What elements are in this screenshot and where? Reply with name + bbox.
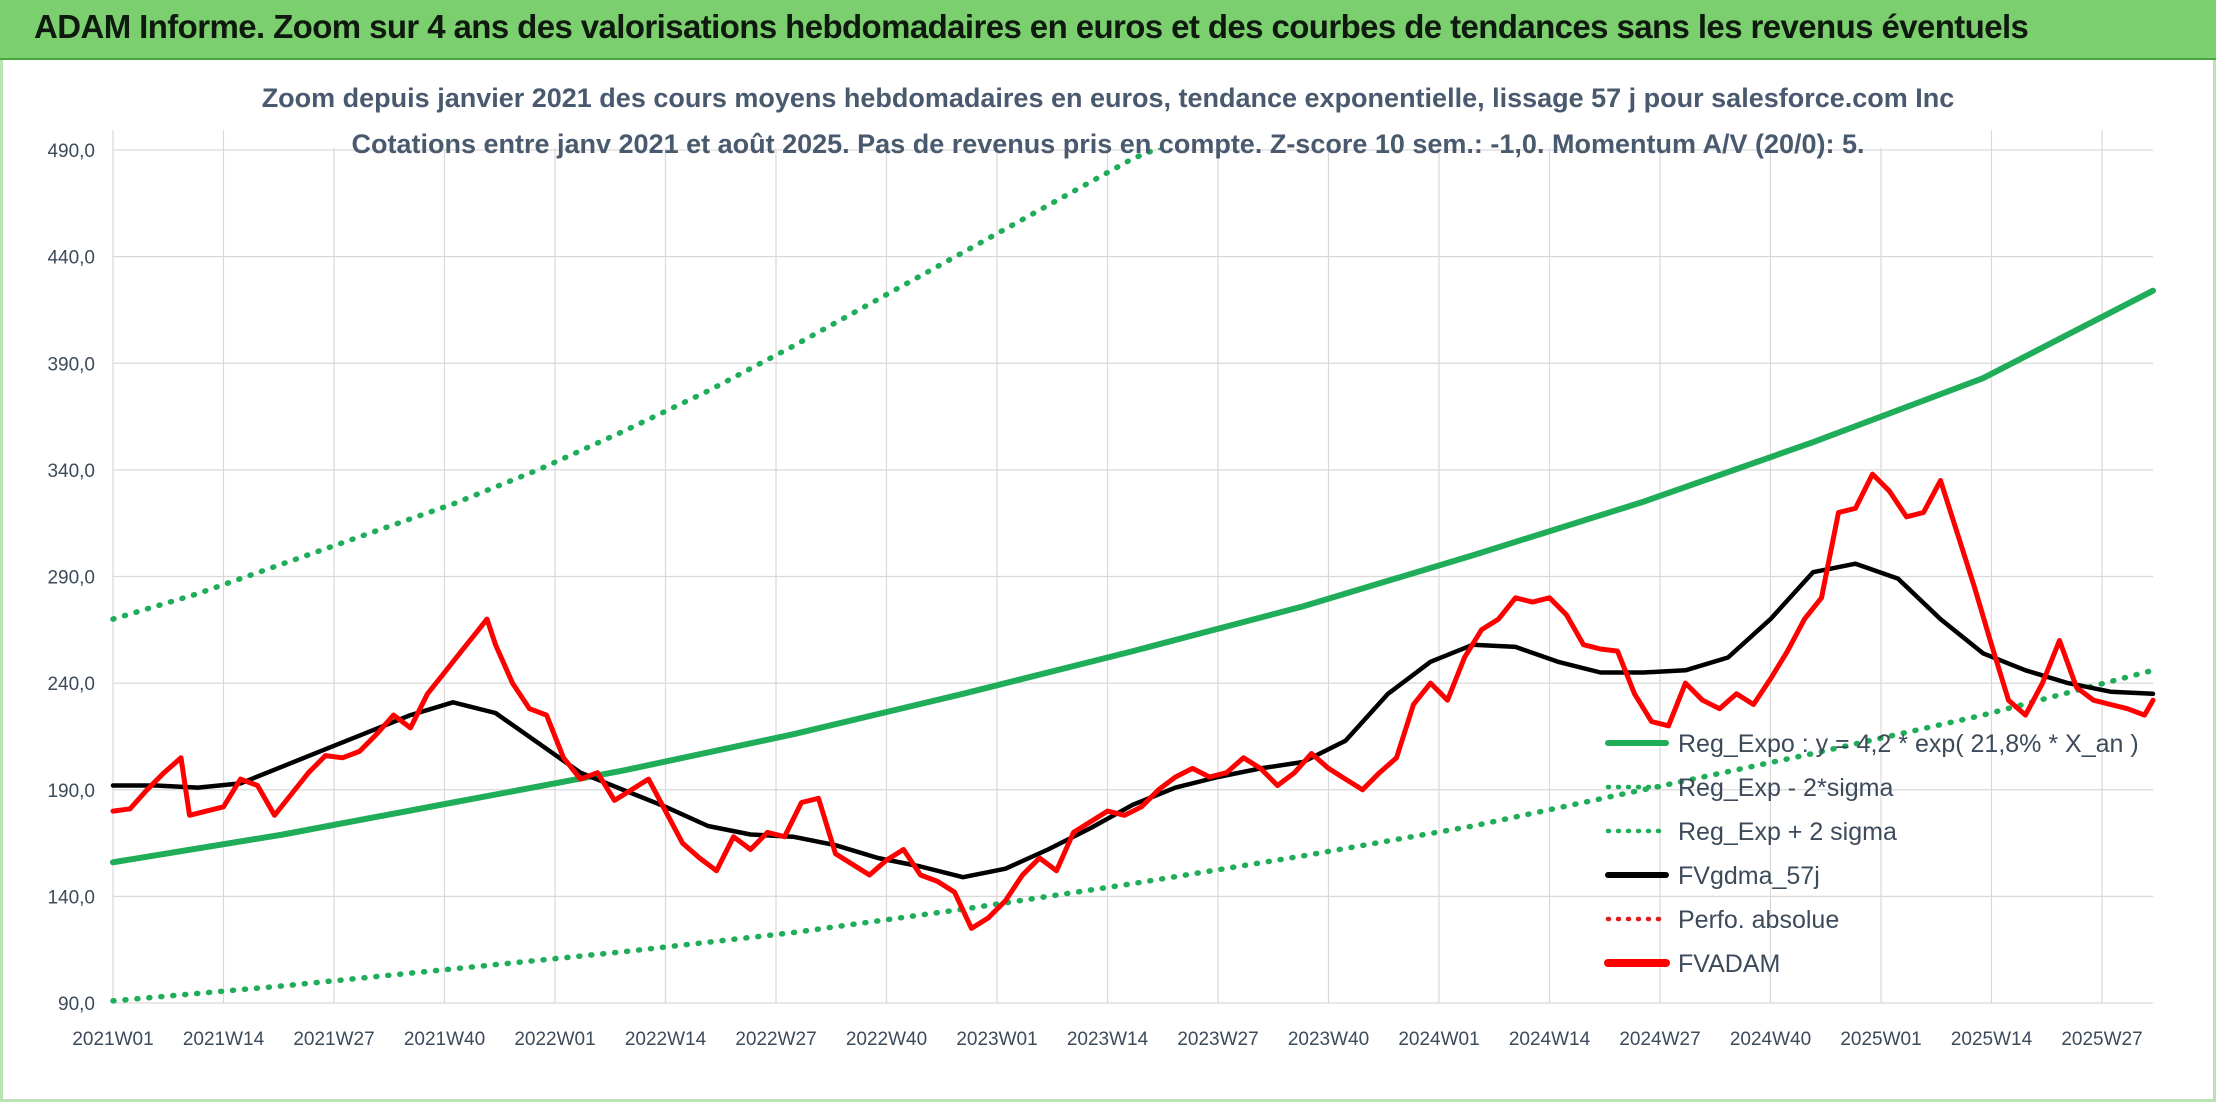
legend-label-0: Reg_Expo : y = 4,2 * exp( 21,8% * X_an ) xyxy=(1678,730,2139,758)
chart-title-line1: Zoom depuis janvier 2021 des cours moyen… xyxy=(262,83,1955,113)
x-tick-label: 2024W14 xyxy=(1509,1029,1591,1050)
series-layer xyxy=(110,130,2156,1004)
x-tick-label: 2024W40 xyxy=(1730,1029,1811,1050)
x-tick-label: 2022W14 xyxy=(625,1029,707,1050)
series-fvgdma-57j-line xyxy=(110,561,2156,880)
axis-labels: 90,0 140,0 190,0 240,0 290,0 340,0 390,0 440,0 4… xyxy=(47,141,2142,1050)
x-tick-label: 2025W27 xyxy=(2061,1029,2142,1050)
legend-label-3: FVgdma_57j xyxy=(1678,862,1820,890)
series-fvadam-line xyxy=(110,471,2156,931)
line-chart: 90,0 140,0 190,0 240,0 290,0 340,0 390,0 440,0 4… xyxy=(47,62,2156,1050)
y-tick-label: 90,0 xyxy=(58,994,95,1015)
x-tick-label: 2025W14 xyxy=(1951,1029,2033,1050)
report-banner: ADAM Informe. Zoom sur 4 ans des valoris… xyxy=(0,0,2216,60)
report-title: ADAM Informe. Zoom sur 4 ans des valoris… xyxy=(34,8,2029,45)
x-tick-label: 2023W01 xyxy=(956,1029,1037,1050)
x-tick-label: 2022W27 xyxy=(735,1029,816,1050)
x-tick-label: 2024W27 xyxy=(1619,1029,1700,1050)
x-tick-label: 2024W01 xyxy=(1398,1029,1479,1050)
x-tick-label: 2022W01 xyxy=(514,1029,595,1050)
chart-title-line2: Cotations entre janv 2021 et août 2025. … xyxy=(351,129,1864,159)
y-tick-label: 440,0 xyxy=(47,248,95,269)
y-tick-label: 190,0 xyxy=(47,781,95,802)
x-tick-label: 2021W40 xyxy=(404,1029,485,1050)
x-tick-label: 2021W27 xyxy=(293,1029,374,1050)
x-tick-label: 2023W14 xyxy=(1067,1029,1149,1050)
chart-title-background xyxy=(323,62,1891,148)
y-tick-label: 340,0 xyxy=(47,461,95,482)
legend-label-4: Perfo. absolue xyxy=(1678,906,1839,934)
x-tick-label: 2025W01 xyxy=(1840,1029,1921,1050)
legend-label-5: FVADAM xyxy=(1678,950,1780,978)
x-tick-label: 2022W40 xyxy=(846,1029,927,1050)
chart-title-block: Zoom depuis janvier 2021 des cours moyen… xyxy=(262,62,1955,159)
series-reg-expo-line xyxy=(110,287,2156,866)
series-reg-exp-plus-2sigma-line xyxy=(110,130,1212,622)
legend-label-1: Reg_Exp - 2*sigma xyxy=(1678,774,1893,802)
x-tick-label: 2023W27 xyxy=(1177,1029,1258,1050)
series-reg-exp-minus-2sigma-line xyxy=(110,667,2156,1004)
chart-frame: 90,0 140,0 190,0 240,0 290,0 340,0 390,0 440,0 4… xyxy=(0,60,2216,1102)
y-tick-label: 390,0 xyxy=(47,354,95,375)
y-tick-label: 140,0 xyxy=(47,887,95,908)
legend-label-2: Reg_Exp + 2 sigma xyxy=(1678,818,1897,846)
x-tick-label: 2023W40 xyxy=(1288,1029,1369,1050)
chart-grid xyxy=(112,130,2153,1004)
y-tick-label: 490,0 xyxy=(47,141,95,162)
x-tick-label: 2021W01 xyxy=(72,1029,153,1050)
y-tick-label: 290,0 xyxy=(47,568,95,589)
chart-legend: Reg_Expo : y = 4,2 * exp( 21,8% * X_an )… xyxy=(1604,730,2139,978)
x-tick-label: 2021W14 xyxy=(183,1029,265,1050)
y-tick-label: 240,0 xyxy=(47,674,95,695)
